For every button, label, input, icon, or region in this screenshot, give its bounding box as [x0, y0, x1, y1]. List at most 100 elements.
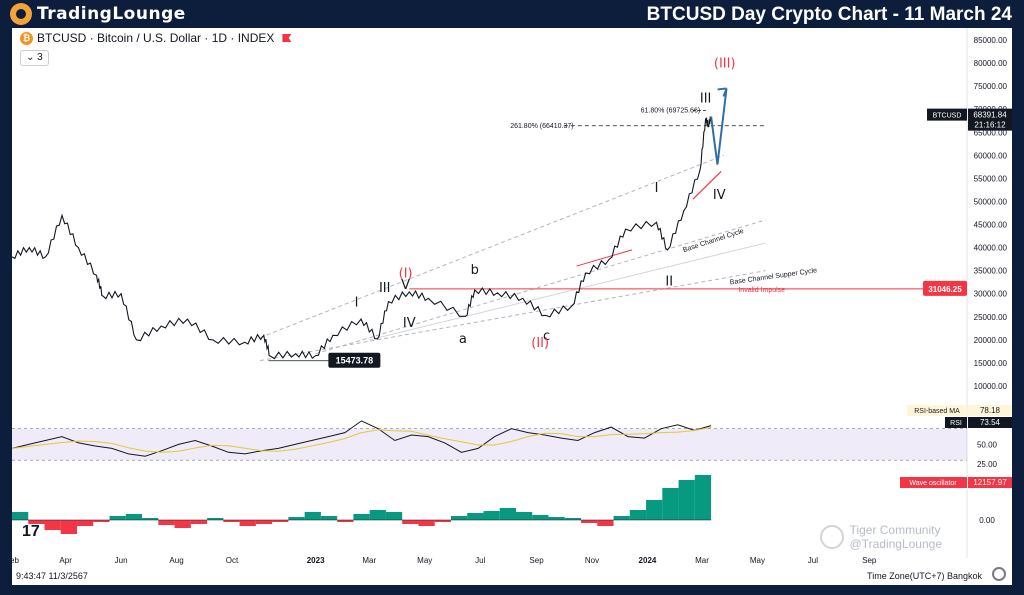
wave-osc-bar	[662, 488, 679, 520]
y-tick-label: 25000.00	[974, 313, 1008, 322]
y-tick-label: 60000.00	[974, 151, 1008, 160]
rsi-tick-label: 50.00	[977, 440, 998, 449]
invalid-level-badge	[923, 280, 967, 296]
red-trend-line-2	[692, 171, 722, 200]
y-tick-label: 45000.00	[974, 221, 1008, 230]
wave-osc-value-badge	[968, 477, 1012, 488]
y-tick-label: 10000.00	[974, 382, 1008, 391]
x-tick-label: Oct	[226, 556, 239, 565]
x-tick-label: Aug	[169, 556, 183, 565]
wave-osc-bar	[369, 510, 386, 520]
wave-label: I	[355, 296, 359, 311]
wave-label: b	[471, 263, 479, 278]
wave-osc-bar	[467, 513, 484, 520]
wave-osc-bar	[597, 520, 614, 526]
wave-osc-bar	[44, 520, 61, 530]
x-tick-label: May	[750, 556, 765, 565]
wave-osc-bar	[207, 518, 224, 520]
wave-osc-bar	[190, 520, 208, 524]
wave-osc-bar	[93, 520, 110, 522]
wave-osc-bar	[239, 520, 256, 526]
wave-osc-bar	[613, 516, 630, 520]
rsi-value-badge	[968, 417, 1012, 428]
wave-osc-bar	[678, 480, 695, 520]
symbol-label[interactable]: BTCUSD · Bitcoin / U.S. Dollar · 1D · IN…	[37, 31, 275, 45]
chart-panel[interactable]: 85000.0080000.0075000.0070000.0065000.00…	[12, 28, 1012, 585]
gear-icon[interactable]	[992, 567, 1006, 581]
wave-label: IV	[403, 316, 416, 331]
price-tag-badge	[968, 108, 1012, 131]
rsi-value: 73.54	[980, 418, 1001, 427]
wave-osc-bar	[629, 510, 647, 520]
wave-osc-bar	[353, 514, 370, 520]
rsi-line	[12, 420, 712, 457]
invalid-level-value: 31046.25	[928, 285, 962, 294]
wave-osc-bar	[304, 512, 321, 520]
wave-osc-bar	[255, 520, 273, 524]
tiger-logo-icon	[819, 525, 844, 549]
wave-osc-tick: 0.00	[979, 516, 995, 525]
wave-osc-bar	[385, 512, 403, 520]
x-tick-label: 2023	[307, 556, 325, 565]
wave-label: I	[655, 181, 659, 196]
rsi-ma-label: RSI-based MA	[914, 408, 960, 415]
wave-label: c	[543, 329, 550, 344]
wave-osc-bar	[515, 512, 533, 520]
wave-label: (I)	[399, 267, 413, 282]
wave-osc-bar	[418, 520, 435, 526]
indicator-count[interactable]: ⌄ 3	[20, 50, 49, 66]
y-tick-label: 40000.00	[974, 244, 1008, 253]
wave-label: III	[700, 91, 712, 106]
low-level-label: 15473.78	[336, 356, 374, 366]
wave-osc-bar	[158, 520, 175, 525]
wave-osc-bar	[450, 516, 468, 520]
x-tick-label: Apr	[59, 556, 72, 565]
timezone-button[interactable]: Time Zone(UTC+7) Bangkok	[867, 571, 982, 581]
wave-label: IV	[713, 188, 726, 203]
tv-logo: 17	[22, 523, 40, 540]
rsi-band	[12, 428, 967, 461]
flag-icon[interactable]	[282, 34, 292, 42]
y-tick-label: 85000.00	[974, 36, 1008, 45]
symbol-bar[interactable]: ₿ BTCUSD · Bitcoin / U.S. Dollar · 1D · …	[20, 31, 292, 45]
base-channel-line	[369, 242, 766, 341]
clock-readout: 9:43:47 11/3/2567	[16, 571, 88, 581]
wave-osc-bar	[28, 520, 45, 524]
price-tag-symbol: BTCUSD	[933, 113, 962, 120]
wave-label: (III)	[714, 57, 736, 72]
wave-label: II	[665, 274, 673, 289]
price-tag-value: 68391.84	[973, 111, 1007, 120]
rsi-ma-value: 78.18	[980, 406, 1001, 415]
x-tick-label: 2024	[639, 556, 657, 565]
price-series-line	[12, 116, 712, 360]
y-tick-label: 50000.00	[974, 197, 1008, 206]
price-tag-symbol-badge	[927, 108, 967, 121]
wave-osc-bar	[223, 520, 240, 522]
channel-line-mid	[315, 219, 766, 355]
x-tick-label: Sep	[862, 556, 877, 565]
rsi-ma-label-badge	[907, 405, 967, 416]
wave-osc-label-badge	[900, 477, 967, 488]
wave-label: a	[459, 332, 467, 347]
watermark: Tiger Community @TradingLounge	[819, 523, 942, 551]
projection-arrowhead	[717, 87, 728, 97]
chart-svg[interactable]: 85000.0080000.0075000.0070000.0065000.00…	[12, 28, 1012, 585]
invalid-label: Invalid Impulse	[738, 287, 785, 294]
wave-osc-bar	[548, 517, 565, 520]
projection-path	[710, 88, 728, 165]
x-tick-label: Jun	[115, 556, 128, 565]
y-tick-label: 75000.00	[974, 82, 1008, 91]
x-tick-label: May	[417, 556, 432, 565]
wave-osc-bar	[142, 518, 159, 520]
wave-osc-bar	[646, 500, 663, 520]
channel-line-upper	[259, 154, 725, 339]
rsi-label: RSI	[950, 420, 962, 427]
wave-osc-bar	[288, 517, 305, 520]
wave-label: (II)	[531, 336, 549, 351]
wave-osc-bar	[272, 520, 289, 522]
y-tick-label: 80000.00	[974, 59, 1008, 68]
low-level-badge	[328, 352, 381, 368]
wave-osc-bar	[60, 520, 78, 534]
y-tick-label: 30000.00	[974, 290, 1008, 299]
y-tick-label: 20000.00	[974, 336, 1008, 345]
